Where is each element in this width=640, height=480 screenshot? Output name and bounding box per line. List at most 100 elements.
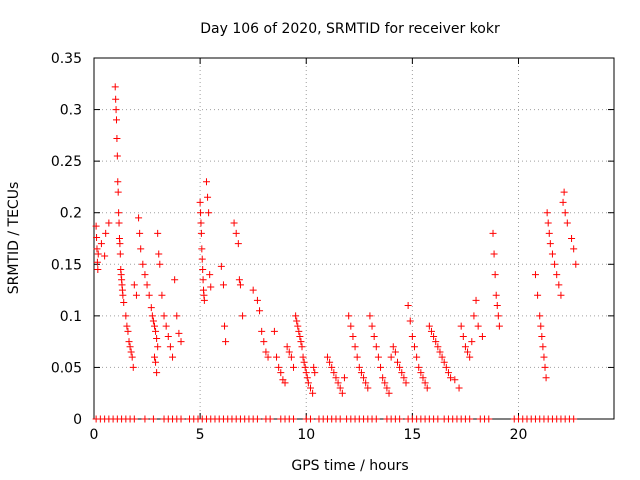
data-point — [97, 240, 105, 248]
data-point — [273, 353, 281, 361]
data-point — [116, 250, 124, 258]
data-point — [472, 296, 480, 304]
data-point — [150, 353, 158, 361]
data-point — [290, 363, 298, 371]
data-point — [105, 219, 113, 227]
data-point — [444, 369, 452, 377]
data-point — [199, 265, 207, 273]
x-tick-label: 0 — [90, 427, 99, 443]
data-point — [432, 338, 440, 346]
data-point — [545, 229, 553, 237]
data-point — [136, 229, 144, 237]
data-point — [355, 363, 363, 371]
data-point — [124, 327, 132, 335]
data-point — [494, 312, 502, 320]
data-point — [145, 291, 153, 299]
data-point — [114, 178, 122, 186]
data-point — [309, 389, 317, 397]
x-tick-label: 10 — [297, 427, 315, 443]
plot-frame — [93, 57, 615, 420]
data-point — [253, 415, 261, 423]
data-point — [115, 219, 123, 227]
data-point — [294, 322, 302, 330]
data-point — [436, 348, 444, 356]
data-point — [379, 374, 387, 382]
data-point — [493, 302, 501, 310]
data-point — [357, 369, 365, 377]
data-point — [430, 332, 438, 340]
data-point — [236, 281, 244, 289]
data-point — [383, 384, 391, 392]
data-point — [560, 188, 568, 196]
data-point — [425, 322, 433, 330]
data-point — [421, 379, 429, 387]
data-point — [137, 245, 145, 253]
data-point — [351, 343, 359, 351]
data-point — [542, 374, 550, 382]
data-point — [162, 322, 170, 330]
data-point — [149, 317, 157, 325]
data-point — [127, 348, 135, 356]
data-point — [217, 262, 225, 270]
data-point — [169, 353, 177, 361]
data-point — [541, 363, 549, 371]
data-point — [326, 358, 334, 366]
data-point — [93, 233, 101, 241]
data-point — [447, 374, 455, 382]
data-point — [153, 369, 161, 377]
data-point — [561, 209, 569, 217]
data-point — [116, 240, 124, 248]
data-point — [160, 312, 168, 320]
data-point — [540, 353, 548, 361]
data-point — [143, 281, 151, 289]
data-point — [557, 291, 565, 299]
data-point — [130, 415, 138, 423]
data-point — [197, 209, 205, 217]
data-point — [468, 338, 476, 346]
data-point — [396, 363, 404, 371]
data-point — [301, 363, 309, 371]
data-point — [434, 415, 442, 423]
data-point — [297, 338, 305, 346]
data-point — [120, 298, 128, 306]
y-tick-label: 0.25 — [51, 154, 82, 170]
x-axis-label: GPS time / hours — [291, 458, 408, 474]
data-point — [345, 312, 353, 320]
data-point — [230, 219, 238, 227]
data-point — [396, 415, 404, 423]
data-point — [391, 348, 399, 356]
data-point — [310, 363, 318, 371]
data-point — [112, 106, 120, 114]
data-point — [362, 379, 370, 387]
data-point — [417, 369, 425, 377]
data-point — [94, 265, 102, 273]
data-point — [232, 229, 240, 237]
data-point — [544, 219, 552, 227]
y-tick-label: 0.2 — [60, 206, 82, 222]
data-point — [173, 312, 181, 320]
data-point — [200, 296, 208, 304]
data-point — [135, 214, 143, 222]
data-point — [122, 312, 130, 320]
data-point — [423, 384, 431, 392]
data-point — [296, 332, 304, 340]
data-point — [171, 276, 179, 284]
data-point — [457, 322, 465, 330]
data-point — [249, 286, 257, 294]
data-point — [546, 240, 554, 248]
data-point — [338, 389, 346, 397]
data-point — [478, 332, 486, 340]
data-point — [531, 271, 539, 279]
data-point — [455, 384, 463, 392]
data-point — [555, 281, 563, 289]
data-point — [360, 374, 368, 382]
data-point — [353, 353, 361, 361]
data-point — [101, 252, 109, 260]
data-point — [328, 363, 336, 371]
data-point — [150, 322, 158, 330]
data-point — [570, 415, 578, 423]
data-point — [419, 374, 427, 382]
data-point — [152, 358, 160, 366]
data-point — [154, 229, 162, 237]
data-point — [283, 343, 291, 351]
